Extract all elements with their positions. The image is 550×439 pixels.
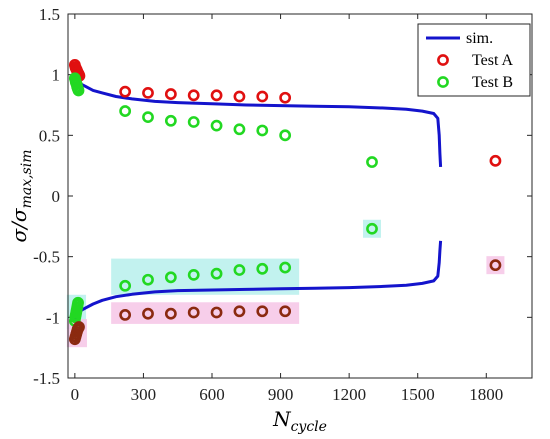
- data-point: [187, 306, 200, 319]
- data-point: [256, 90, 269, 103]
- y-tick-label: -1.5: [33, 369, 60, 388]
- data-point: [489, 154, 502, 167]
- data-point: [73, 321, 85, 333]
- x-tick-label: 300: [131, 385, 157, 404]
- data-point: [164, 271, 177, 284]
- x-tick-label: 600: [199, 385, 225, 404]
- data-point: [164, 307, 177, 320]
- data-point: [210, 89, 223, 102]
- y-axis-label-sub: max,sim: [19, 150, 35, 209]
- data-point: [366, 222, 378, 235]
- data-point: [279, 261, 292, 274]
- x-axis-label-main: N: [272, 407, 292, 431]
- data-point: [279, 91, 292, 104]
- data-point: [119, 105, 132, 117]
- y-axis-label: σ/σmax,sim: [7, 150, 35, 243]
- data-point: [187, 89, 200, 102]
- data-point: [233, 123, 246, 136]
- data-point: [72, 84, 85, 97]
- data-point: [210, 267, 223, 280]
- x-axis-label: Ncycle: [272, 407, 327, 435]
- sim-line-upper: [73, 74, 443, 167]
- x-tick-label: 0: [71, 385, 80, 404]
- data-point: [233, 264, 246, 276]
- data-point: [119, 309, 132, 321]
- data-point: [256, 262, 269, 275]
- y-tick-labels: 1.5 1 0.5 0 -0.5 -1 -1.5: [33, 5, 60, 388]
- data-point: [210, 306, 223, 319]
- x-tick-label: 1200: [332, 385, 366, 404]
- data-point: [142, 307, 154, 320]
- y-axis-label-main: σ/σ: [7, 207, 31, 242]
- y-tick-label: 1.5: [39, 5, 60, 24]
- data-point: [119, 85, 132, 98]
- y-tick-label: 0.5: [39, 126, 60, 145]
- data-point: [256, 124, 269, 137]
- data-point: [164, 88, 177, 100]
- x-tick-label: 900: [268, 385, 294, 404]
- data-point: [210, 119, 223, 132]
- data-point: [233, 305, 246, 318]
- data-point: [279, 305, 292, 318]
- legend-swatch-marker: [437, 54, 449, 66]
- data-point: [119, 279, 132, 292]
- x-tick-label: 1500: [401, 385, 435, 404]
- x-tick-labels: 0 300 600 900 1200 1500 1800: [71, 385, 504, 404]
- data-point: [142, 111, 154, 124]
- highlight-band: [363, 219, 381, 238]
- data-point: [366, 156, 378, 168]
- x-tick-label: 1800: [469, 385, 503, 404]
- legend-swatch-marker: [437, 76, 449, 88]
- y-tick-label: -0.5: [33, 248, 60, 267]
- highlight-layer: [66, 219, 505, 348]
- data-point: [72, 296, 84, 309]
- legend-label: Test A: [472, 52, 514, 69]
- data-point: [256, 305, 269, 318]
- data-point: [279, 129, 292, 142]
- data-point: [142, 86, 154, 99]
- sim-lines: [73, 74, 443, 322]
- y-tick-label: 1: [52, 66, 61, 85]
- y-tick-label: 0: [52, 187, 61, 206]
- markers: [68, 59, 502, 346]
- legend-label: sim.: [466, 30, 493, 47]
- data-point: [187, 268, 200, 281]
- legend-box: [417, 23, 531, 97]
- data-point: [187, 116, 200, 128]
- highlight-band: [486, 256, 505, 275]
- data-point: [233, 90, 246, 103]
- data-point: [489, 259, 502, 272]
- data-point: [142, 273, 154, 286]
- highlight-band: [111, 302, 300, 324]
- x-axis-label-sub: cycle: [291, 419, 327, 435]
- legend: sim. Test A Test B: [417, 23, 531, 97]
- legend-label: Test B: [472, 74, 513, 91]
- sim-line-lower: [73, 240, 443, 322]
- y-tick-label: -1: [46, 308, 60, 327]
- data-point: [164, 114, 177, 127]
